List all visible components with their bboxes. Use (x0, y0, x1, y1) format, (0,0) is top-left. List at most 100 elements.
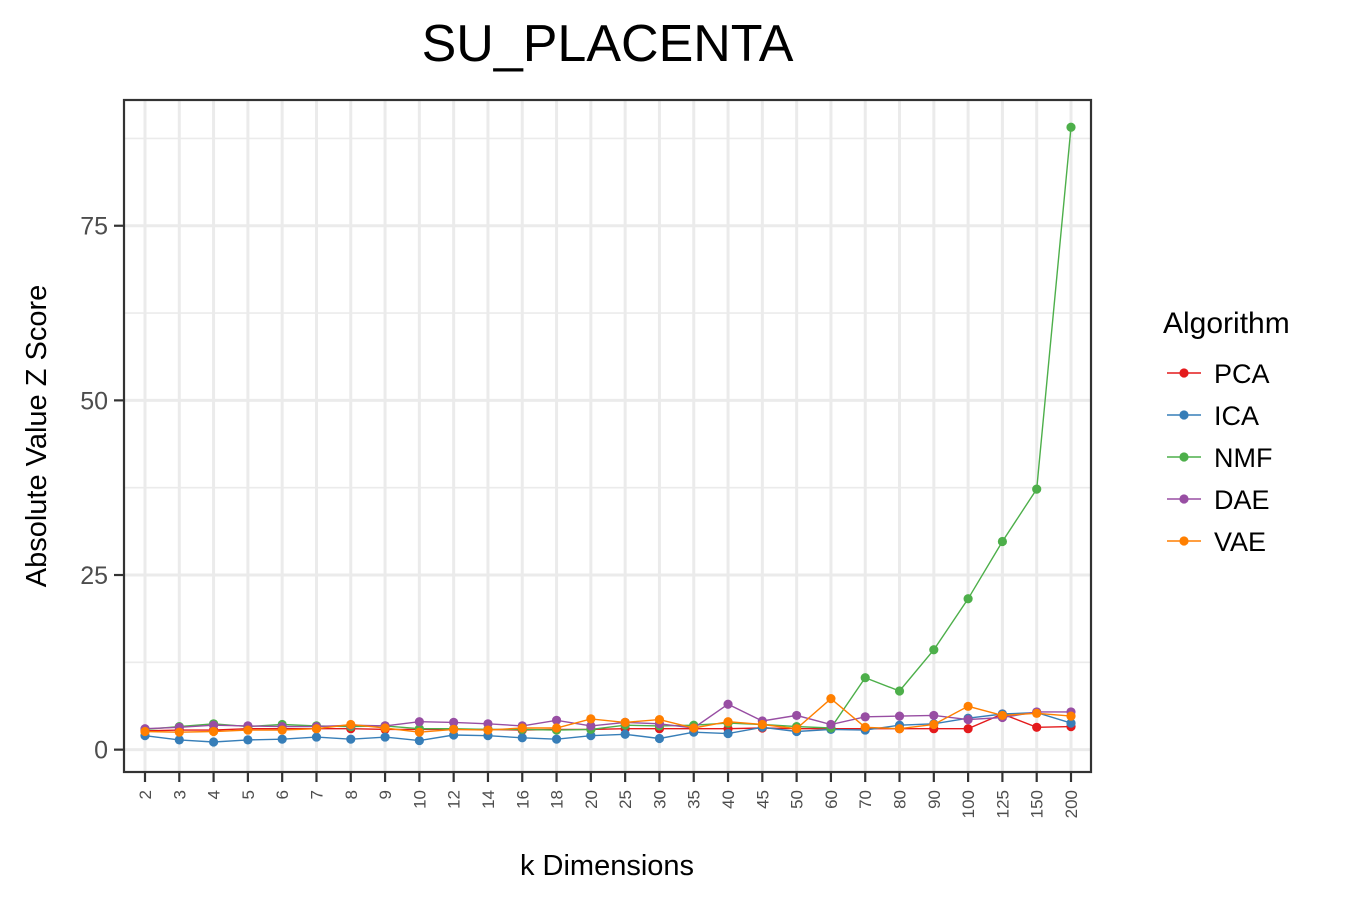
data-point-vae (140, 726, 150, 737)
x-tick-label: 12 (445, 790, 464, 809)
data-point-dae (963, 715, 973, 725)
data-point-nmf (1066, 122, 1076, 132)
data-point-vae (380, 723, 390, 733)
plot-border (122, 98, 1093, 774)
plot-panel (124, 100, 1091, 772)
legend-item-pca: PCA (1167, 359, 1270, 389)
data-point-vae (963, 701, 973, 711)
x-tick-label: 100 (959, 790, 978, 818)
data-point-ica (551, 734, 562, 744)
data-point-ica (208, 737, 219, 747)
data-point-dae (860, 712, 870, 722)
y-tick-label: 50 (80, 387, 108, 415)
series-line-dae (144, 703, 1071, 730)
data-point-nmf (1032, 484, 1042, 494)
data-point-vae (689, 723, 699, 733)
legend-label: VAE (1214, 527, 1266, 557)
data-point-ica (517, 733, 527, 743)
x-tick-label: 18 (548, 790, 567, 809)
x-axis-title: k Dimensions (520, 850, 694, 882)
data-point-nmf (997, 536, 1008, 547)
legend-item-dae: DAE (1167, 485, 1270, 515)
data-point-vae (311, 724, 322, 734)
major-gridlines (124, 100, 1091, 772)
x-tick-label: 80 (891, 790, 910, 809)
data-point-ica (346, 734, 356, 744)
x-tick-label: 50 (788, 790, 807, 809)
data-point-dae (586, 721, 596, 731)
series-layer (140, 122, 1076, 747)
data-point-vae (551, 723, 562, 733)
data-point-vae (277, 725, 287, 735)
x-tick-label: 16 (513, 790, 532, 809)
x-tick-label: 70 (856, 790, 875, 809)
data-point-dae (929, 710, 939, 721)
data-point-ica (174, 735, 184, 745)
data-point-dae (792, 710, 802, 721)
data-point-dae (208, 720, 219, 730)
data-point-dae (483, 719, 493, 729)
x-tick-label: 2 (136, 790, 155, 799)
x-tick-label: 9 (376, 790, 395, 799)
x-tick-label: 3 (170, 790, 189, 799)
x-tick-label: 5 (239, 790, 258, 799)
data-point-ica (243, 735, 253, 745)
minor-gridlines (124, 137, 1091, 664)
data-point-dae (551, 715, 562, 725)
series-line-ica (144, 711, 1072, 743)
legend-item-ica: ICA (1167, 401, 1259, 431)
x-tick-label: 30 (650, 790, 669, 809)
x-tick-label: 8 (342, 790, 361, 799)
y-tick-label: 25 (80, 562, 108, 590)
legend-item-vae: VAE (1167, 527, 1266, 557)
data-point-pca (963, 724, 973, 734)
data-point-vae (620, 717, 630, 728)
x-tick-label: 60 (822, 790, 841, 809)
y-axis-title: Absolute Value Z Score (21, 285, 53, 588)
data-point-vae (757, 719, 767, 730)
x-tick-label: 150 (1028, 790, 1047, 818)
data-point-ica (654, 733, 665, 744)
legend-label: NMF (1214, 443, 1272, 473)
chart-title: SU_PLACENTA (421, 15, 794, 73)
x-tick-label: 90 (925, 790, 944, 809)
data-point-dae (894, 711, 905, 721)
data-point-ica (586, 731, 596, 741)
data-point-nmf (963, 594, 973, 604)
y-tick-label: 75 (80, 213, 108, 241)
data-point-vae (860, 722, 870, 732)
data-point-ica (277, 734, 287, 744)
legend-label: DAE (1214, 485, 1270, 515)
x-tick-label: 10 (410, 790, 429, 809)
data-point-vae (1032, 708, 1042, 718)
legend-key-point (1179, 452, 1189, 462)
data-point-vae (1066, 711, 1076, 721)
data-point-vae (449, 724, 459, 734)
x-tick-label: 40 (719, 790, 738, 809)
legend-label: ICA (1214, 401, 1259, 431)
x-tick-label: 4 (205, 790, 224, 799)
data-point-vae (723, 717, 733, 727)
x-tick-label: 125 (993, 790, 1012, 818)
data-point-vae (243, 725, 253, 735)
data-point-vae (792, 724, 802, 734)
data-point-vae (208, 726, 219, 737)
data-point-vae (346, 719, 356, 730)
data-point-ica (620, 729, 630, 739)
data-point-vae (997, 710, 1008, 721)
series-vae (140, 694, 1076, 737)
data-point-vae (586, 714, 596, 724)
data-point-vae (654, 715, 665, 725)
data-point-pca (1032, 722, 1042, 732)
y-tick-label: 0 (94, 737, 108, 765)
data-point-dae (449, 717, 459, 728)
legend-key-point (1179, 410, 1189, 420)
data-point-ica (723, 728, 733, 739)
data-point-vae (174, 727, 184, 737)
data-point-vae (929, 719, 939, 730)
legend-title: Algorithm (1163, 307, 1290, 340)
data-point-ica (380, 732, 390, 742)
x-tick-label: 6 (273, 790, 292, 799)
data-point-vae (826, 694, 836, 704)
